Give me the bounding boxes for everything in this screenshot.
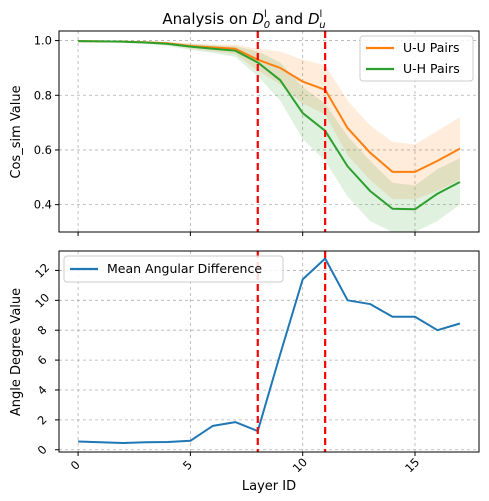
- title-sub-b: u: [319, 20, 325, 31]
- title-text: Analysis on: [162, 10, 247, 28]
- top-series-lines: [78, 40, 461, 211]
- bottom-ticks: 0 5 10 15 0 2 4 6 8 10 12: [32, 260, 422, 475]
- bottom-axes-frame: [58, 250, 480, 453]
- x-axis-label: Layer ID: [242, 479, 296, 494]
- top-legend: U-U Pairs U-H Pairs: [359, 35, 474, 82]
- series-line-1: [78, 40, 461, 211]
- bottom-legend-box: [63, 255, 284, 283]
- bottom-vertical-markers: [256, 251, 327, 452]
- y-tick-label: 4: [35, 383, 50, 398]
- top-y-axis-label: Cos_sim Value: [9, 85, 24, 178]
- series-line-0: [78, 257, 461, 445]
- top-vertical-markers: [256, 31, 327, 232]
- top-ticks: 0.4 0.6 0.8 1.0: [34, 34, 416, 236]
- title-sub-a: 0: [264, 20, 270, 31]
- y-tick-label: 0.8: [34, 88, 52, 102]
- x-tick-label: 5: [180, 458, 195, 473]
- title-symbol-a: D: [252, 10, 264, 28]
- y-tick-label: 0.4: [34, 198, 52, 212]
- chart-title: Analysis on Dl 0 and Dl u: [162, 9, 325, 31]
- legend-label-uh: U-H Pairs: [403, 61, 460, 76]
- x-tick-label: 10: [290, 455, 310, 475]
- bottom-y-axis-label: Angle Degree Value: [9, 288, 24, 416]
- y-tick-label: 6: [35, 353, 50, 368]
- top-axes-frame: [58, 30, 480, 233]
- title-sup-b: l: [320, 9, 323, 20]
- confidence-band-0: [78, 40, 460, 200]
- bottom-legend: Mean Angular Difference: [63, 255, 284, 283]
- y-tick-label: 8: [35, 323, 50, 338]
- x-tick-label: 0: [68, 458, 83, 473]
- legend-label-uu: U-U Pairs: [403, 40, 460, 55]
- angular-difference-panel: 0 5 10 15 0 2 4 6 8 10 12 Angle Degree Value Layer…: [9, 250, 480, 494]
- cosine-similarity-panel: 0.4 0.6 0.8 1.0 Cos_sim Value U-U Pairs U-H…: [9, 30, 480, 236]
- bottom-series-lines: [78, 257, 461, 445]
- y-tick-label: 0.6: [34, 143, 52, 157]
- y-tick-label: 12: [32, 260, 52, 280]
- y-tick-label: 10: [32, 290, 52, 310]
- y-tick-label: 1.0: [34, 34, 52, 48]
- y-tick-label: 2: [35, 413, 50, 428]
- x-tick-label: 15: [402, 455, 422, 475]
- y-tick-label: 0: [35, 442, 50, 457]
- title-and: and: [275, 10, 303, 28]
- title-sup-a: l: [264, 9, 267, 20]
- title-symbol-b: D: [308, 10, 320, 28]
- legend-label-angular: Mean Angular Difference: [107, 261, 262, 276]
